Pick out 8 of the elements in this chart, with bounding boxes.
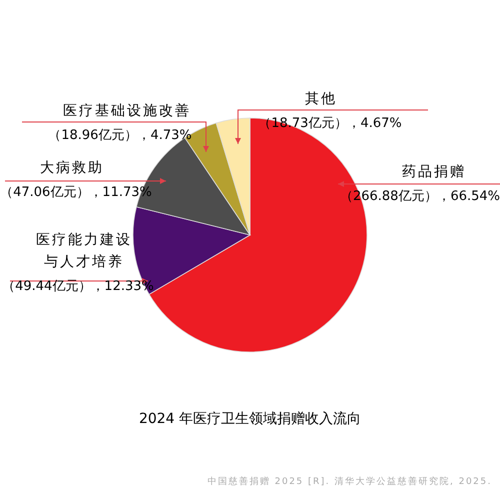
slice-label: 医疗基础设施改善: [63, 102, 191, 119]
text: 中国慈善捐赠 2025 [R]. 清华大学公益慈善研究院, 2025.: [207, 476, 492, 487]
text: 2024 年医疗卫生领域捐赠收入流向: [138, 411, 362, 427]
data-label: （18.96亿元），4.73%: [48, 128, 192, 143]
slice-label: 大病救助: [40, 160, 104, 176]
slice-label: 医疗能力建设与人才培养: [36, 232, 132, 270]
slice-label: 其他: [305, 91, 337, 107]
slice-label: 药品捐赠: [402, 164, 466, 180]
